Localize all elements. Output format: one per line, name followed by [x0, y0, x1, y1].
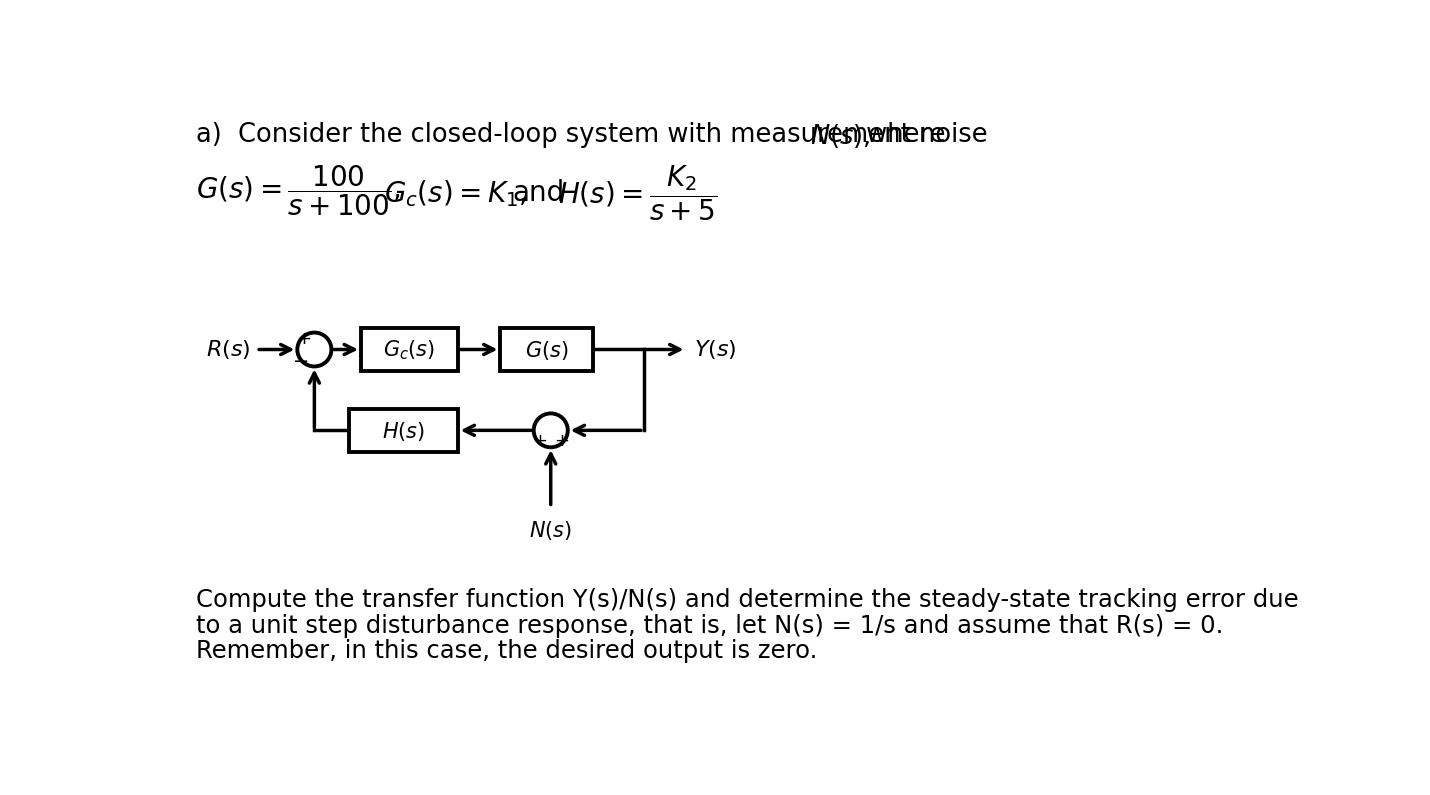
Text: Remember, in this case, the desired output is zero.: Remember, in this case, the desired outp… — [196, 639, 817, 663]
Text: $\mathit{G}(\mathit{s})$: $\mathit{G}(\mathit{s})$ — [525, 339, 569, 362]
Text: $\mathit{Y}(\mathit{s})$: $\mathit{Y}(\mathit{s})$ — [694, 338, 736, 361]
Text: +: + — [296, 331, 310, 348]
Text: +: + — [532, 432, 548, 450]
Text: $\mathit{G_c}(\mathit{s})$: $\mathit{G_c}(\mathit{s})$ — [383, 339, 435, 362]
FancyBboxPatch shape — [360, 328, 458, 370]
Text: Compute the transfer function Y(s)/N(s) and determine the steady-state tracking : Compute the transfer function Y(s)/N(s) … — [196, 588, 1298, 612]
Text: $\mathit{R}(\mathit{s})$: $\mathit{R}(\mathit{s})$ — [206, 338, 250, 361]
Text: to a unit step disturbance response, that is, let N(s) = 1/s and assume that R(s: to a unit step disturbance response, tha… — [196, 614, 1223, 638]
FancyBboxPatch shape — [500, 328, 593, 370]
Text: $\mathit{N}(\mathit{s})$: $\mathit{N}(\mathit{s})$ — [529, 519, 572, 542]
Text: $\mathit{G}(\mathit{s}) = \dfrac{100}{\mathit{s} + 100},$: $\mathit{G}(\mathit{s}) = \dfrac{100}{\m… — [196, 163, 400, 218]
FancyBboxPatch shape — [349, 409, 458, 452]
Text: +: + — [553, 432, 569, 450]
Text: a)  Consider the closed-loop system with measurement noise: a) Consider the closed-loop system with … — [196, 122, 995, 149]
Text: and: and — [512, 179, 565, 207]
Text: −: − — [293, 352, 309, 371]
Text: where: where — [858, 122, 945, 149]
Text: $\mathit{H}(\mathit{s}) = \dfrac{\mathit{K}_2}{\mathit{s}+5}$: $\mathit{H}(\mathit{s}) = \dfrac{\mathit… — [559, 163, 718, 223]
Text: $\mathit{H}(\mathit{s})$: $\mathit{H}(\mathit{s})$ — [382, 420, 425, 443]
Text: $\it{N(s)}$,: $\it{N(s)}$, — [811, 122, 871, 150]
Text: $\mathit{G_c}(\mathit{s}) = \mathit{K}_1,$: $\mathit{G_c}(\mathit{s}) = \mathit{K}_1… — [385, 179, 526, 209]
